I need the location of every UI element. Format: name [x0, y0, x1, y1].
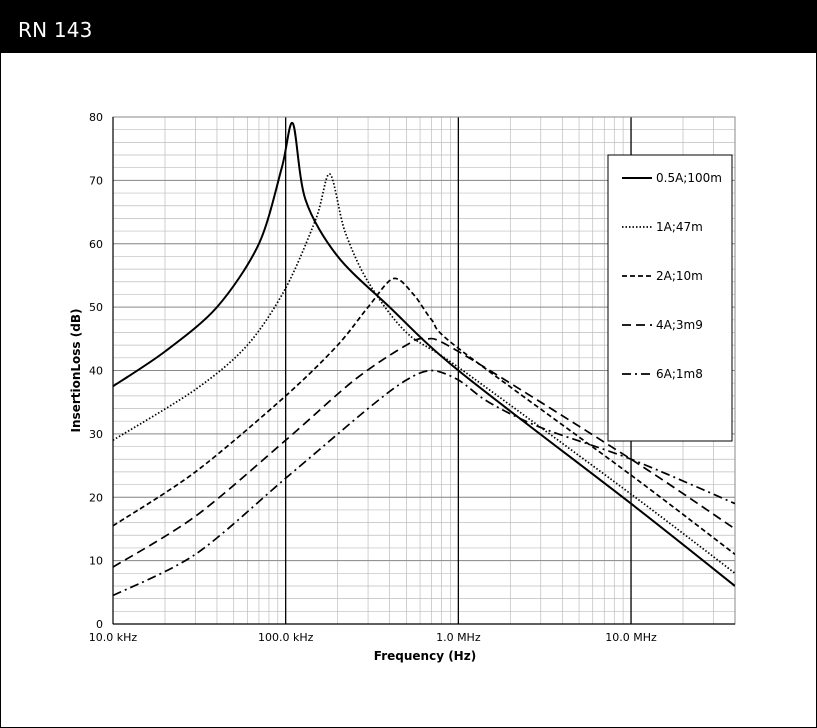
legend-label-1: 0.5A;100m: [656, 171, 722, 185]
header-title: RN 143: [18, 18, 93, 42]
series-line-1: [113, 122, 735, 587]
x-tick-label: 1.0 MHz: [436, 631, 481, 644]
x-axis-title: Frequency (Hz): [374, 649, 476, 663]
y-tick-label: 30: [89, 428, 103, 441]
y-tick-label: 10: [89, 555, 103, 568]
legend-label-4: 4A;3m9: [656, 318, 703, 332]
legend-box: [607, 154, 733, 442]
series-line-4: [113, 337, 735, 568]
legend-label-3: 2A;10m: [656, 269, 703, 283]
chart-legend: 0.5A;100m 1A;47m 2A;10m 4A;3m9 6A;1m8: [607, 154, 733, 442]
series-line-3: [113, 277, 735, 555]
y-tick-label: 40: [89, 365, 103, 378]
series-line-5: [113, 369, 735, 597]
insertion-loss-chart: 0 10 20 30 40 50 60 70 80 10.0 kHz 100.0 kHz 1.0 MH…: [69, 111, 736, 663]
x-tick-label: 100.0 kHz: [258, 631, 314, 644]
y-axis-title: InsertionLoss (dB): [69, 309, 83, 433]
y-tick-label: 0: [96, 618, 103, 631]
legend-label-2: 1A;47m: [656, 220, 703, 234]
x-tick-label: 10.0 kHz: [89, 631, 138, 644]
y-tick-label: 50: [89, 301, 103, 314]
y-tick-label: 80: [89, 111, 103, 124]
y-tick-label: 60: [89, 238, 103, 251]
header-bar: RN 143: [1, 1, 816, 53]
legend-label-5: 6A;1m8: [656, 367, 703, 381]
y-tick-label: 20: [89, 491, 103, 504]
x-tick-label: 10.0 MHz: [605, 631, 657, 644]
y-tick-label: 70: [89, 174, 103, 187]
